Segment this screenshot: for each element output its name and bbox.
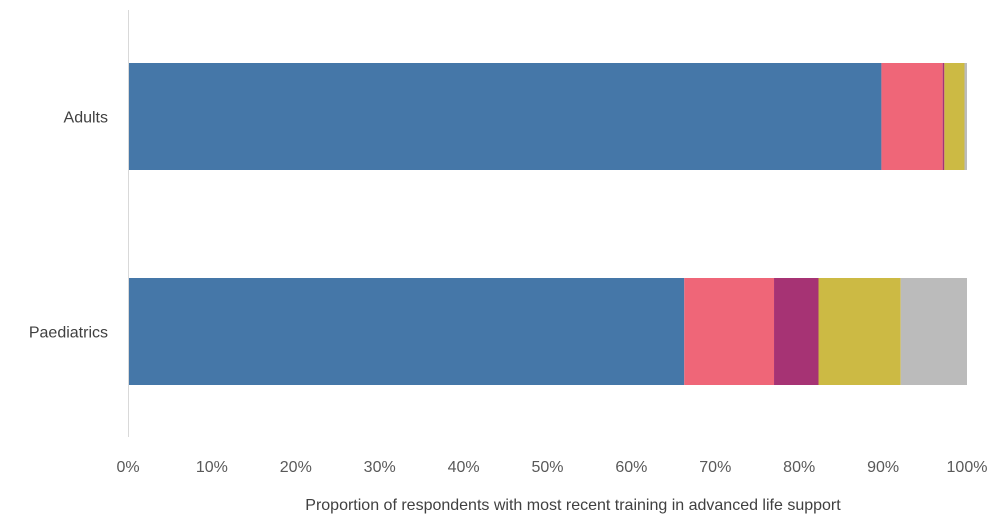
x-axis-title: Proportion of respondents with most rece… [305, 497, 841, 514]
bar-segment-adults-4 [944, 63, 965, 170]
x-tick-labels: 0% 10% 20% 30% 40% 50% 60% 70% 80% 90% 100% [116, 459, 987, 476]
x-tick-label: 80% [783, 459, 815, 476]
x-tick-label: 100% [947, 459, 988, 476]
x-tick-label: 70% [699, 459, 731, 476]
bar-segment-paediatrics-5 [900, 278, 967, 385]
bars-layer [128, 63, 967, 385]
category-label-paediatrics: Paediatrics [29, 325, 108, 342]
x-tick-label: 90% [867, 459, 899, 476]
x-tick-label: 10% [196, 459, 228, 476]
bar-segment-paediatrics-2 [684, 278, 775, 385]
bar-segment-adults-2 [881, 63, 943, 170]
category-label-adults: Adults [64, 110, 108, 127]
x-tick-label: 30% [364, 459, 396, 476]
x-tick-label: 0% [116, 459, 139, 476]
category-labels: Adults Paediatrics [29, 110, 108, 342]
bar-segment-adults-5 [964, 63, 967, 170]
x-tick-label: 60% [615, 459, 647, 476]
x-tick-label: 50% [531, 459, 563, 476]
bar-segment-paediatrics-4 [818, 278, 901, 385]
bar-segment-adults-3 [942, 63, 945, 170]
x-tick-label: 20% [280, 459, 312, 476]
bar-segment-adults-1 [128, 63, 882, 170]
bar-segment-paediatrics-3 [774, 278, 819, 385]
x-tick-label: 40% [448, 459, 480, 476]
bar-segment-paediatrics-1 [128, 278, 685, 385]
